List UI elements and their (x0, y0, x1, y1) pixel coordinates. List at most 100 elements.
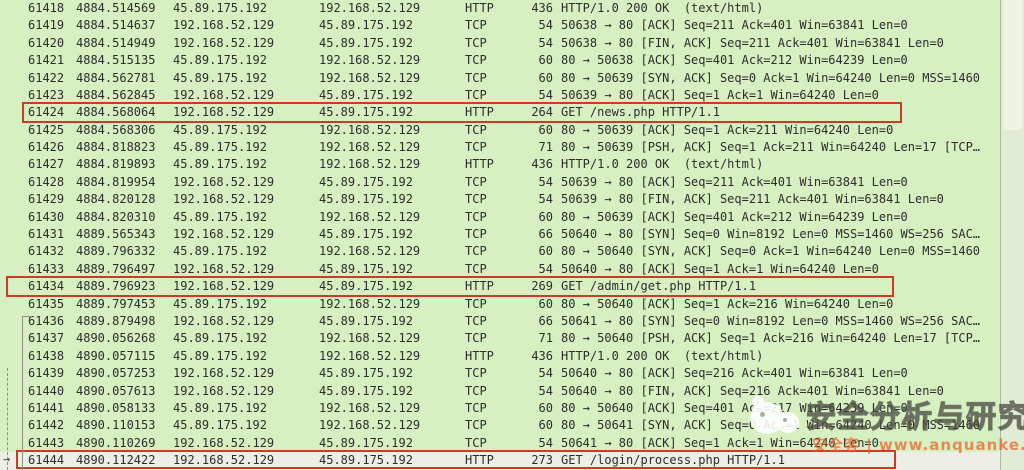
packet-row[interactable]: 61433 4889.796497 192.168.52.129 45.89.1… (0, 261, 1000, 278)
packet-protocol-cell: HTTP (465, 105, 494, 120)
packet-number-cell: 61419 (28, 18, 65, 33)
packet-destination-cell: 192.168.52.129 (319, 331, 421, 346)
packet-time-cell: 4884.514637 (76, 18, 156, 33)
packet-info-cell: 50639 → 80 [FIN, ACK] Seq=211 Ack=401 Wi… (561, 192, 944, 207)
packet-row[interactable]: 61436 4889.879498 192.168.52.129 45.89.1… (0, 313, 1000, 330)
packet-source-cell: 192.168.52.129 (173, 174, 275, 189)
packet-destination-cell: 192.168.52.129 (319, 400, 421, 415)
packet-protocol-cell: TCP (465, 418, 487, 433)
packet-row[interactable]: 61439 4890.057253 192.168.52.129 45.89.1… (0, 365, 1000, 382)
packet-row[interactable]: 61434 4889.796923 192.168.52.129 45.89.1… (0, 278, 1000, 295)
packet-row[interactable]: 61438 4890.057115 45.89.175.192 192.168.… (0, 348, 1000, 365)
packet-length-cell: 60 (538, 209, 553, 224)
packet-row[interactable]: 61435 4889.797453 45.89.175.192 192.168.… (0, 296, 1000, 313)
packet-row[interactable]: 61430 4884.820310 45.89.175.192 192.168.… (0, 209, 1000, 226)
packet-protocol-cell: TCP (465, 313, 487, 328)
packet-protocol-cell: TCP (465, 244, 487, 259)
packet-row[interactable]: 61426 4884.818823 45.89.175.192 192.168.… (0, 139, 1000, 156)
packet-row[interactable]: 61421 4884.515135 45.89.175.192 192.168.… (0, 52, 1000, 69)
packet-source-cell: 192.168.52.129 (173, 366, 275, 381)
packet-source-cell: 45.89.175.192 (173, 400, 267, 415)
packet-number-cell: 61424 (28, 105, 65, 120)
packet-protocol-cell: TCP (465, 87, 487, 102)
packet-destination-cell: 192.168.52.129 (319, 296, 421, 311)
packet-number-cell: 61434 (28, 279, 65, 294)
packet-number-cell: 61422 (28, 70, 65, 85)
packet-row[interactable]: 61443 4890.110269 192.168.52.129 45.89.1… (0, 435, 1000, 452)
packet-length-cell: 54 (538, 192, 553, 207)
packet-info-cell: 50640 → 80 [FIN, ACK] Seq=216 Ack=401 Wi… (561, 383, 944, 398)
packet-time-cell: 4884.820128 (76, 192, 156, 207)
packet-info-cell: HTTP/1.0 200 OK (text/html) (561, 0, 764, 15)
packet-source-cell: 45.89.175.192 (173, 0, 267, 15)
packet-time-cell: 4889.879498 (76, 313, 156, 328)
packet-row[interactable]: 61418 4884.514569 45.89.175.192 192.168.… (0, 0, 1000, 17)
packet-protocol-cell: TCP (465, 400, 487, 415)
packet-protocol-cell: TCP (465, 209, 487, 224)
packet-info-cell: 50638 → 80 [FIN, ACK] Seq=211 Ack=401 Wi… (561, 35, 944, 50)
packet-length-cell: 60 (538, 244, 553, 259)
packet-destination-cell: 192.168.52.129 (319, 209, 421, 224)
packet-protocol-cell: HTTP (465, 0, 494, 15)
packet-source-cell: 192.168.52.129 (173, 227, 275, 242)
packet-row[interactable]: 61422 4884.562781 45.89.175.192 192.168.… (0, 70, 1000, 87)
packet-protocol-cell: TCP (465, 227, 487, 242)
packet-destination-cell: 192.168.52.129 (319, 157, 421, 172)
packet-row[interactable]: 61420 4884.514949 192.168.52.129 45.89.1… (0, 35, 1000, 52)
packet-source-cell: 45.89.175.192 (173, 348, 267, 363)
packet-info-cell: 80 → 50640 [SYN, ACK] Seq=0 Ack=1 Win=64… (561, 244, 981, 259)
packet-row[interactable]: 61437 4890.056268 45.89.175.192 192.168.… (0, 330, 1000, 347)
packet-info-cell: 80 → 50639 [ACK] Seq=401 Ack=212 Win=642… (561, 209, 908, 224)
packet-destination-cell: 45.89.175.192 (319, 18, 413, 33)
packet-time-cell: 4890.057115 (76, 348, 156, 363)
packet-info-cell: 80 → 50638 [ACK] Seq=401 Ack=212 Win=642… (561, 53, 908, 68)
packet-protocol-cell: TCP (465, 366, 487, 381)
packet-time-cell: 4890.110153 (76, 418, 156, 433)
packet-length-cell: 269 (531, 279, 553, 294)
packet-destination-cell: 192.168.52.129 (319, 140, 421, 155)
packet-time-cell: 4884.514949 (76, 35, 156, 50)
current-packet-arrow-icon: → (3, 452, 11, 466)
packet-time-cell: 4884.818823 (76, 140, 156, 155)
packet-row[interactable]: 61444 4890.112422 192.168.52.129 45.89.1… (0, 452, 1000, 470)
packet-row[interactable]: 61427 4884.819893 45.89.175.192 192.168.… (0, 157, 1000, 174)
scrollbar-thumb[interactable] (1003, 0, 1022, 130)
packet-number-cell: 61426 (28, 140, 65, 155)
packet-source-cell: 192.168.52.129 (173, 383, 275, 398)
packet-row[interactable]: 61429 4884.820128 192.168.52.129 45.89.1… (0, 191, 1000, 208)
packet-time-cell: 4889.796923 (76, 279, 156, 294)
packet-row[interactable]: 61442 4890.110153 45.89.175.192 192.168.… (0, 417, 1000, 434)
packet-row[interactable]: 61441 4890.058133 45.89.175.192 192.168.… (0, 400, 1000, 417)
packet-info-cell: GET /admin/get.php HTTP/1.1 (561, 279, 757, 294)
packet-protocol-cell: TCP (465, 122, 487, 137)
packet-length-cell: 71 (538, 140, 553, 155)
packet-protocol-cell: HTTP (465, 279, 494, 294)
packet-row[interactable]: 61424 4884.568064 192.168.52.129 45.89.1… (0, 104, 1000, 121)
packet-source-cell: 192.168.52.129 (173, 105, 275, 120)
packet-source-cell: 45.89.175.192 (173, 331, 267, 346)
packet-destination-cell: 192.168.52.129 (319, 70, 421, 85)
packet-row[interactable]: 61428 4884.819954 192.168.52.129 45.89.1… (0, 174, 1000, 191)
scrollbar-track[interactable] (1001, 0, 1024, 470)
packet-source-cell: 192.168.52.129 (173, 35, 275, 50)
packet-time-cell: 4884.568306 (76, 122, 156, 137)
packet-row[interactable]: 61431 4889.565343 192.168.52.129 45.89.1… (0, 226, 1000, 243)
packet-number-cell: 61440 (28, 383, 65, 398)
packet-protocol-cell: TCP (465, 331, 487, 346)
packet-row[interactable]: 61425 4884.568306 45.89.175.192 192.168.… (0, 122, 1000, 139)
packet-info-cell: 50641 → 80 [SYN] Seq=0 Win=8192 Len=0 MS… (561, 313, 981, 328)
packet-row[interactable]: 61440 4890.057613 192.168.52.129 45.89.1… (0, 383, 1000, 400)
packet-row[interactable]: 61419 4884.514637 192.168.52.129 45.89.1… (0, 17, 1000, 34)
packet-row[interactable]: 61423 4884.562845 192.168.52.129 45.89.1… (0, 87, 1000, 104)
packet-destination-cell: 45.89.175.192 (319, 261, 413, 276)
packet-source-cell: 45.89.175.192 (173, 140, 267, 155)
packet-length-cell: 66 (538, 227, 553, 242)
packet-destination-cell: 192.168.52.129 (319, 244, 421, 259)
packet-source-cell: 192.168.52.129 (173, 87, 275, 102)
packet-destination-cell: 45.89.175.192 (319, 366, 413, 381)
packet-protocol-cell: TCP (465, 296, 487, 311)
packet-row[interactable]: 61432 4889.796332 45.89.175.192 192.168.… (0, 243, 1000, 260)
packet-length-cell: 273 (531, 453, 553, 468)
packet-list: 61418 4884.514569 45.89.175.192 192.168.… (0, 0, 1000, 470)
packet-protocol-cell: TCP (465, 53, 487, 68)
